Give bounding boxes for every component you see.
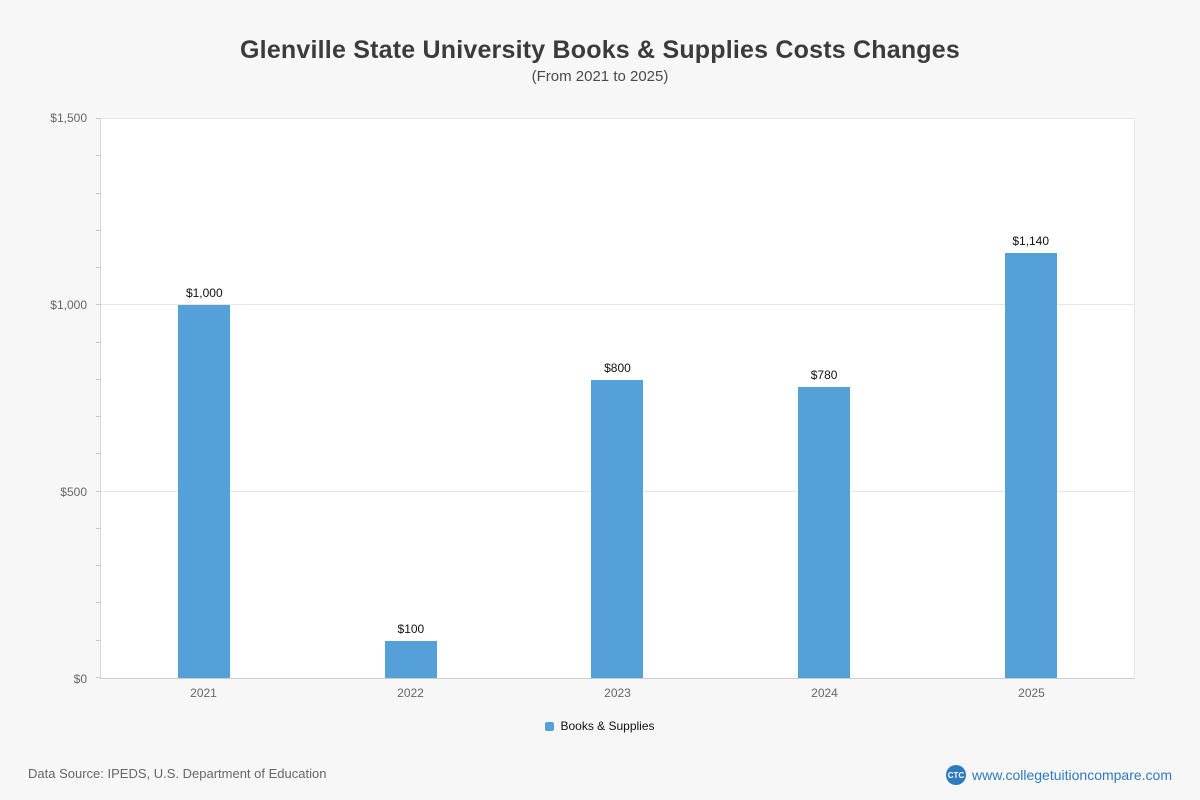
y-axis-tick [96,192,101,194]
bar-2024[interactable] [798,387,851,678]
bar-value-label: $1,000 [185,286,223,301]
chart-title: Glenville State University Books & Suppl… [240,36,960,64]
y-axis-label: $0 [73,672,87,686]
y-axis-tick [96,155,101,157]
y-axis-tick [96,304,101,306]
x-axis-label: 2021 [190,686,217,700]
bar-slot: $1,140 [927,119,1134,678]
legend: Books & Supplies [0,719,1200,733]
website-link[interactable]: www.collegetuitioncompare.com [972,767,1172,783]
x-axis-label: 2023 [604,686,631,700]
y-axis-label: $1,500 [50,111,87,125]
x-axis-label: 2025 [1018,686,1045,700]
y-axis: $0 $500 $1,000 $1,500 [0,111,95,686]
bar-2021[interactable] [178,305,231,678]
y-axis-tick [96,565,101,567]
y-axis-tick [96,378,101,380]
legend-swatch [545,721,555,731]
bar-value-label: $800 [604,360,631,375]
plot-area: $1,000 $100 $800 $780 $1,140 [96,118,1135,679]
y-axis-tick [96,453,101,455]
ctc-logo-icon: CTC [946,765,967,785]
bar-2025[interactable] [1004,253,1057,678]
bar-slot: $100 [308,119,515,678]
y-axis-tick [96,341,101,343]
y-axis-tick [96,490,101,492]
bar-slot: $1,000 [101,119,308,678]
gridline [101,118,1134,119]
bar-2023[interactable] [591,379,644,678]
x-axis: 2021 2022 2023 2024 2025 [100,686,1135,700]
bar-value-label: $100 [397,621,425,636]
y-axis-tick [96,229,101,231]
y-axis-tick [96,118,101,119]
y-axis-tick [96,416,101,418]
bar-slot: $780 [721,119,928,678]
bar-value-label: $1,140 [1012,234,1050,249]
gridline [101,304,1134,306]
bar-value-label: $780 [810,368,838,383]
y-axis-tick [96,267,101,269]
x-axis-label: 2022 [397,686,424,700]
bar-slot: $800 [514,119,721,678]
legend-label: Books & Supplies [560,719,655,733]
y-axis-label: $1,000 [50,298,87,312]
y-axis-tick [96,677,101,678]
y-axis-tick [96,639,101,641]
bars-row: $1,000 $100 $800 $780 $1,140 [101,119,1134,678]
data-source-text: Data Source: IPEDS, U.S. Department of E… [28,766,327,781]
site-group: CTC www.collegetuitioncompare.com [946,765,1172,785]
legend-item-books-supplies[interactable]: Books & Supplies [545,719,655,733]
y-axis-tick [96,527,101,529]
y-axis-tick [96,602,101,604]
y-axis-label: $500 [60,485,87,499]
chart-subtitle: (From 2021 to 2025) [531,68,669,85]
x-axis-label: 2024 [811,686,838,700]
bar-2022[interactable] [384,640,437,678]
